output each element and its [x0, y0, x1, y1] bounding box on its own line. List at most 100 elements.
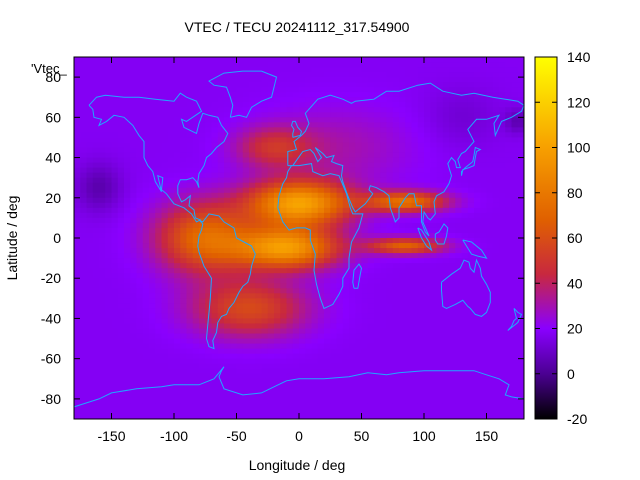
heatmap-cell: [149, 67, 156, 73]
heatmap-grid: [74, 57, 525, 420]
heatmap-cell: [330, 87, 337, 93]
heatmap-cell: [80, 328, 87, 335]
heatmap-cell: [80, 92, 87, 98]
heatmap-cell: [111, 358, 119, 365]
heatmap-cell: [180, 112, 187, 118]
heatmap-cell: [386, 117, 394, 123]
heatmap-cell: [317, 363, 325, 370]
heatmap-cell: [424, 388, 431, 395]
heatmap-cell: [161, 298, 169, 304]
heatmap-cell: [492, 132, 500, 138]
heatmap-cell: [367, 57, 375, 63]
heatmap-cell: [324, 268, 331, 274]
heatmap-cell: [149, 253, 156, 259]
heatmap-cell: [280, 167, 287, 174]
heatmap-cell: [361, 107, 369, 113]
heatmap-cell: [192, 348, 200, 355]
heatmap-cell: [399, 303, 406, 309]
heatmap-cell: [149, 207, 156, 214]
heatmap-cell: [192, 388, 200, 395]
heatmap-cell: [330, 102, 337, 108]
heatmap-cell: [417, 192, 425, 199]
heatmap-cell: [236, 253, 244, 259]
heatmap-cell: [380, 137, 387, 143]
heatmap-cell: [105, 393, 112, 400]
heatmap-cell: [217, 152, 225, 159]
heatmap-cell: [386, 328, 394, 335]
heatmap-cell: [242, 403, 250, 410]
heatmap-cell: [392, 172, 400, 179]
heatmap-cell: [474, 383, 481, 390]
heatmap-cell: [311, 333, 319, 340]
heatmap-cell: [192, 283, 200, 289]
heatmap-cell: [342, 348, 350, 355]
heatmap-cell: [380, 368, 387, 375]
heatmap-cell: [417, 288, 425, 294]
heatmap-cell: [161, 167, 169, 174]
heatmap-cell: [492, 308, 500, 314]
heatmap-cell: [367, 207, 375, 214]
heatmap-cell: [399, 378, 406, 385]
heatmap-cell: [211, 147, 219, 154]
heatmap-cell: [267, 212, 275, 219]
heatmap-cell: [292, 288, 300, 294]
heatmap-cell: [455, 333, 462, 340]
heatmap-cell: [230, 253, 237, 259]
heatmap-cell: [474, 393, 481, 400]
heatmap-cell: [405, 398, 412, 405]
heatmap-cell: [374, 373, 381, 380]
heatmap-cell: [255, 278, 262, 284]
heatmap-cell: [205, 122, 212, 128]
heatmap-cell: [492, 192, 500, 199]
heatmap-cell: [199, 253, 206, 259]
heatmap-cell: [399, 152, 406, 159]
heatmap-cell: [486, 112, 494, 118]
heatmap-cell: [161, 273, 169, 279]
heatmap-cell: [492, 288, 500, 294]
heatmap-cell: [167, 278, 175, 284]
heatmap-cell: [292, 358, 300, 365]
heatmap-cell: [86, 127, 94, 133]
heatmap-cell: [199, 378, 206, 385]
heatmap-cell: [361, 368, 369, 375]
heatmap-cell: [405, 283, 412, 289]
heatmap-cell: [117, 187, 125, 194]
heatmap-cell: [474, 373, 481, 380]
heatmap-cell: [436, 328, 444, 335]
heatmap-cell: [186, 107, 194, 113]
heatmap-cell: [211, 232, 219, 239]
heatmap-cell: [411, 147, 419, 154]
heatmap-cell: [286, 142, 294, 148]
heatmap-cell: [242, 97, 250, 103]
heatmap-cell: [230, 152, 237, 159]
heatmap-cell: [74, 268, 81, 274]
heatmap-cell: [186, 167, 194, 174]
heatmap-cell: [192, 368, 200, 375]
heatmap-cell: [117, 227, 125, 234]
heatmap-cell: [342, 122, 350, 128]
heatmap-cell: [117, 383, 125, 390]
heatmap-cell: [124, 127, 131, 133]
heatmap-cell: [286, 222, 294, 229]
heatmap-cell: [280, 57, 287, 63]
heatmap-cell: [249, 77, 256, 83]
heatmap-cell: [342, 243, 350, 249]
heatmap-cell: [417, 137, 425, 143]
heatmap-cell: [392, 343, 400, 350]
heatmap-cell: [161, 117, 169, 123]
heatmap-cell: [342, 353, 350, 360]
heatmap-cell: [267, 238, 275, 244]
heatmap-cell: [236, 102, 244, 108]
heatmap-cell: [361, 182, 369, 189]
heatmap-cell: [380, 298, 387, 304]
heatmap-cell: [92, 398, 100, 405]
heatmap-cell: [505, 288, 512, 294]
heatmap-cell: [299, 293, 306, 299]
heatmap-cell: [436, 358, 444, 365]
heatmap-cell: [505, 323, 512, 329]
heatmap-cell: [142, 268, 150, 274]
heatmap-cell: [417, 258, 425, 264]
heatmap-cell: [299, 137, 306, 143]
heatmap-cell: [92, 227, 100, 234]
heatmap-cell: [261, 132, 269, 138]
